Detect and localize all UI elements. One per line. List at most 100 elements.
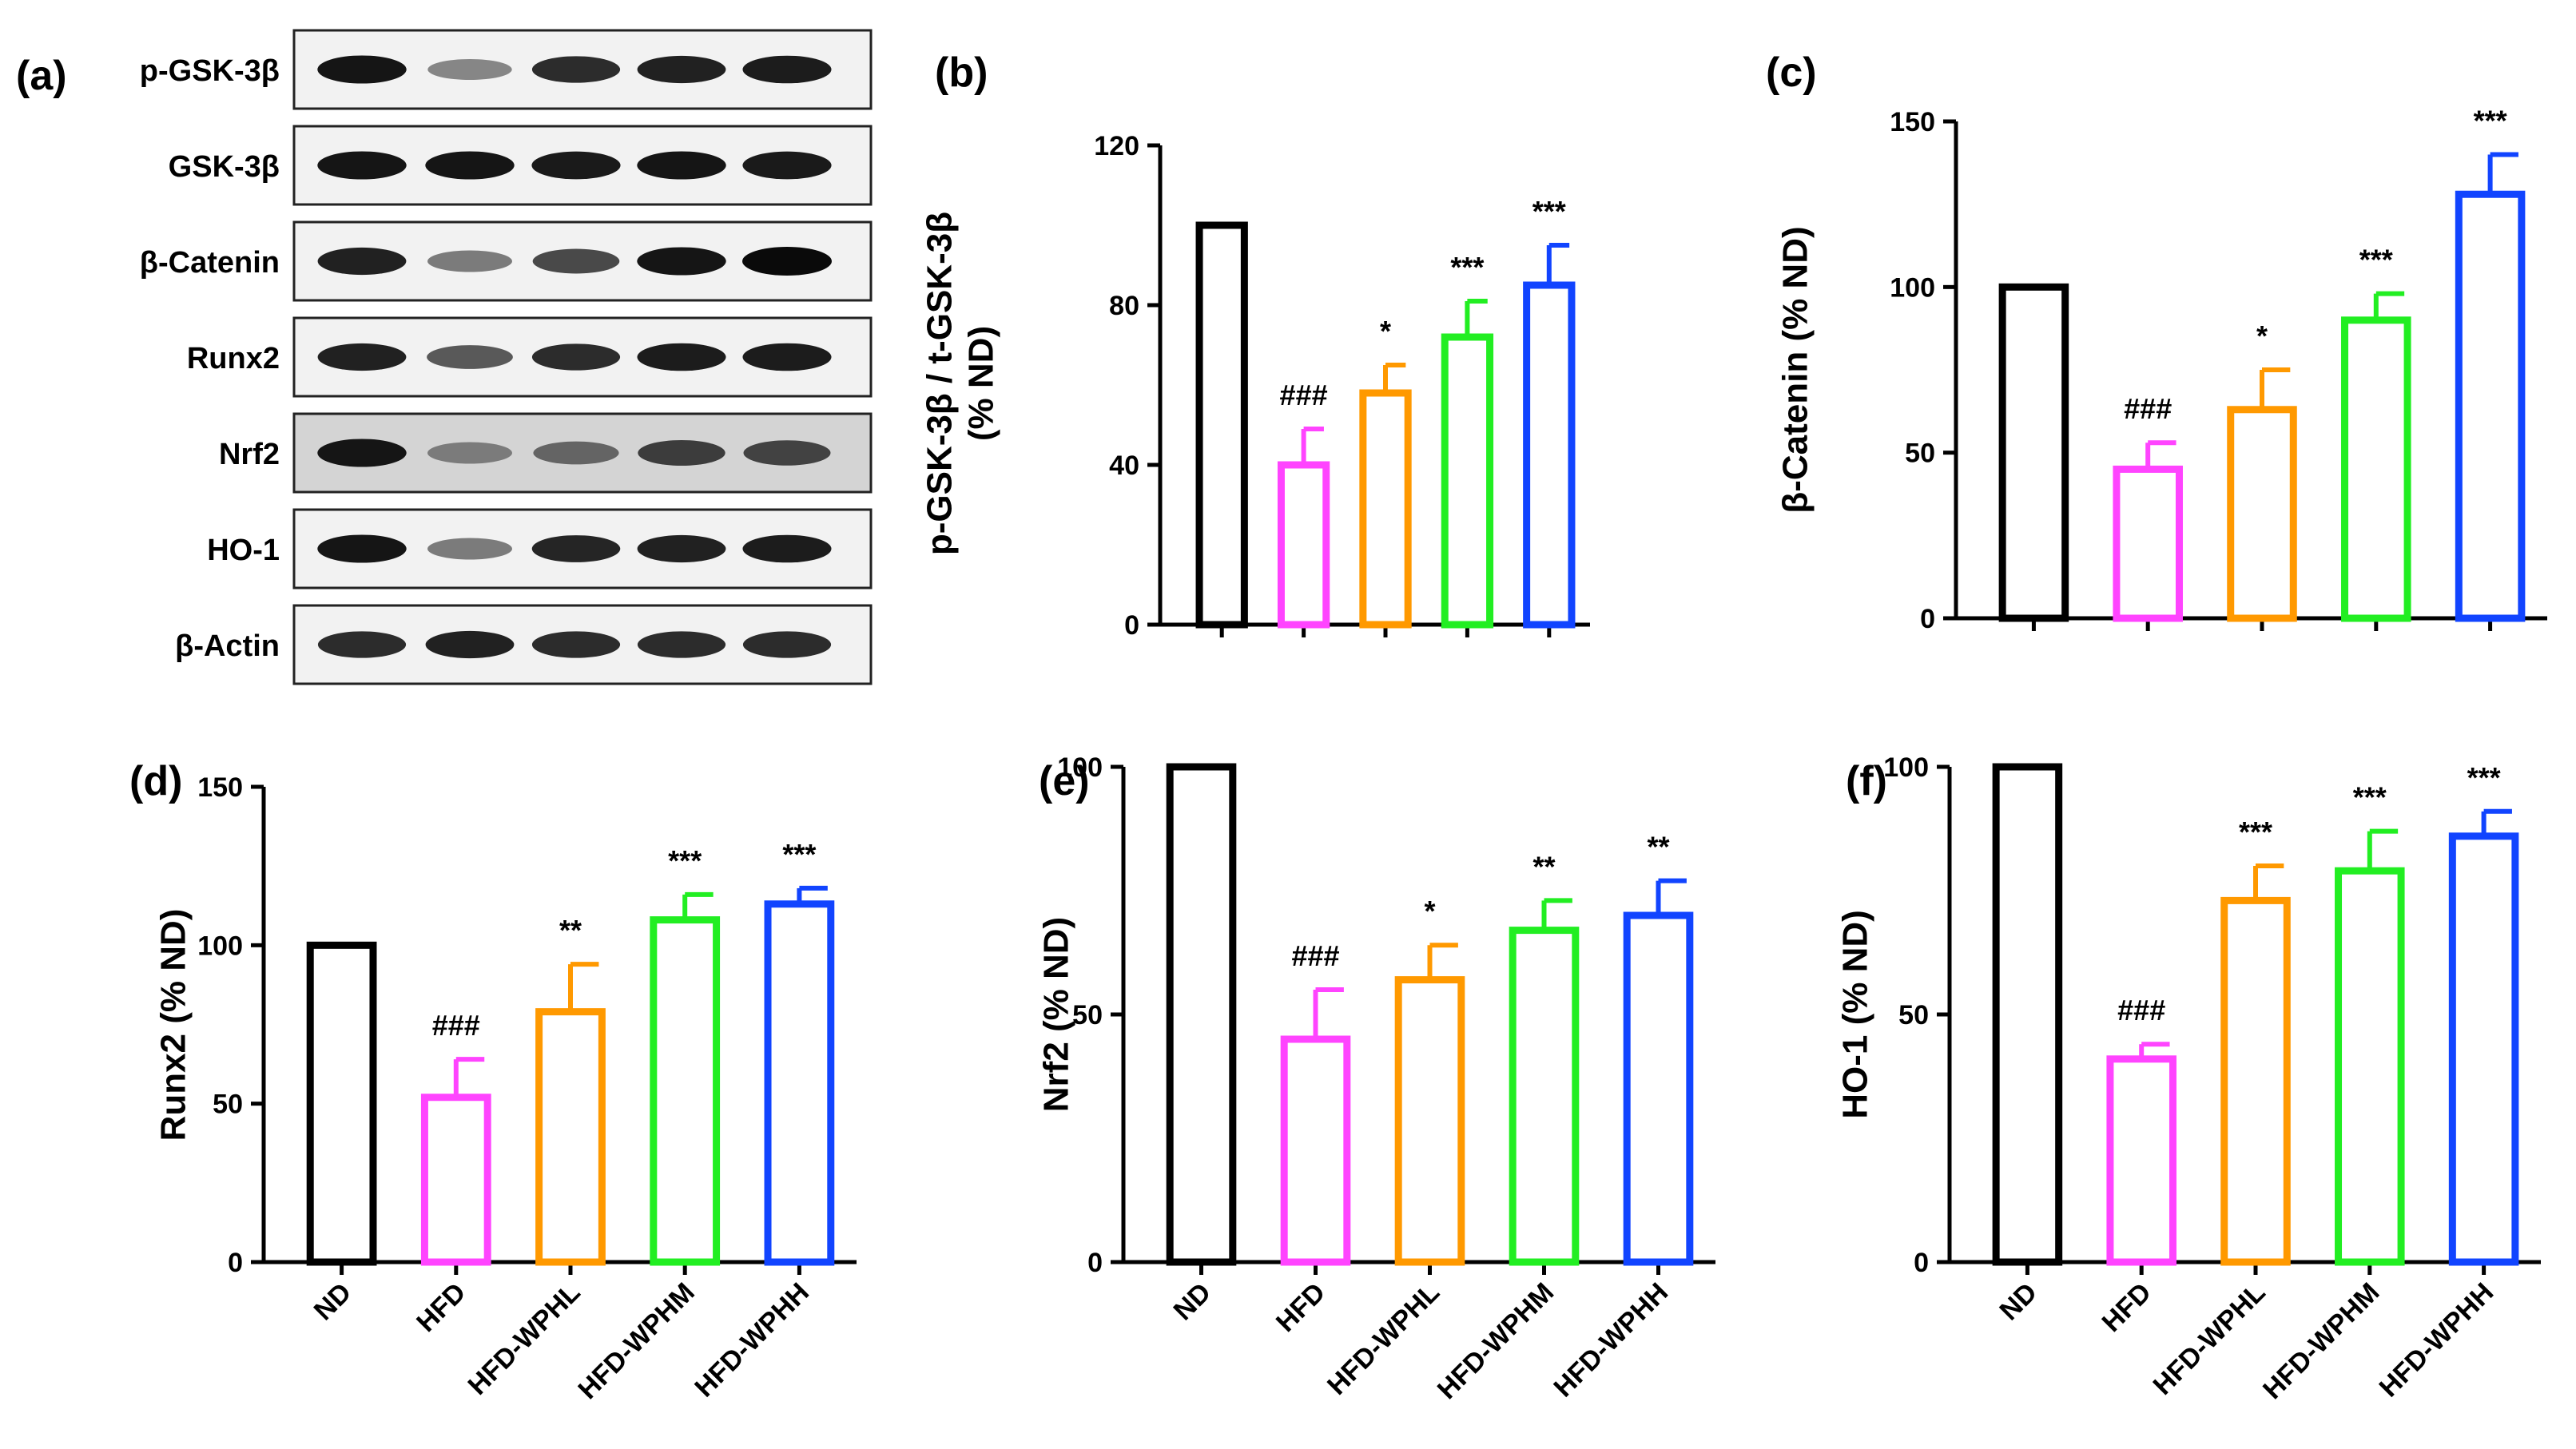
bar-hfd-wphm — [1509, 927, 1580, 1266]
y-tick-label: 0 — [1124, 610, 1139, 641]
y-tick-label: 50 — [213, 1090, 243, 1120]
blot-band — [531, 56, 621, 83]
blot-row-label: HO-1 — [207, 534, 280, 567]
y-axis-label: HO-1 (% ND) — [1836, 910, 1875, 1119]
blot-band — [317, 631, 407, 658]
bar-hfd-wphm — [650, 916, 721, 1266]
blot-band — [637, 247, 726, 276]
significance-label: ### — [2117, 994, 2165, 1026]
blot-band — [533, 441, 619, 465]
bar-hfd-wphm — [2335, 867, 2405, 1266]
significance-label: * — [2256, 320, 2268, 352]
category-label: HFD — [2097, 1277, 2157, 1338]
category-label: HFD-WPHL — [463, 1277, 586, 1401]
significance-label: *** — [2239, 816, 2272, 848]
significance-label: * — [1380, 315, 1391, 347]
blot-band — [637, 151, 726, 180]
bar-hfd-wphm — [2341, 316, 2411, 622]
blot-band — [743, 440, 831, 466]
category-label: HFD-WPHH — [2374, 1277, 2500, 1403]
y-tick-label: 0 — [1914, 1248, 1929, 1278]
bar-nd — [1998, 283, 2069, 622]
blot-band — [425, 151, 515, 180]
bar-hfd-wphl — [2227, 406, 2297, 622]
bar-hfd — [2106, 1055, 2176, 1266]
y-tick-label: 100 — [1890, 272, 1935, 303]
blot-band — [427, 58, 512, 81]
blot-band — [425, 630, 515, 659]
y-tick-label: 150 — [1890, 107, 1935, 137]
significance-label: *** — [1450, 251, 1484, 284]
blot-band — [427, 250, 512, 272]
category-label: HFD-WPHM — [1432, 1277, 1560, 1405]
significance-label: *** — [782, 838, 816, 871]
bar-hfd — [2113, 465, 2183, 622]
category-label: ND — [1168, 1277, 1218, 1327]
bar-hfd-wphl — [1394, 976, 1465, 1266]
bar-hfd-wphl — [535, 1008, 606, 1266]
significance-label: ### — [1280, 379, 1328, 411]
panel-label: (c) — [1766, 50, 1817, 96]
category-label: ND — [1994, 1277, 2043, 1327]
y-tick-label: 50 — [1905, 439, 1935, 469]
significance-label: *** — [1532, 195, 1566, 228]
blot-row-label: β-Actin — [175, 629, 280, 663]
significance-label: *** — [2467, 761, 2501, 794]
blot-band — [317, 534, 407, 563]
y-tick-label: 150 — [197, 772, 243, 803]
category-label: HFD-WPHL — [1322, 1277, 1445, 1401]
panel-label: (e) — [1039, 758, 1090, 804]
category-label: HFD-WPHM — [2257, 1277, 2385, 1405]
category-label: HFD — [411, 1277, 471, 1338]
significance-label: *** — [2353, 781, 2387, 814]
bar-hfd-wphl — [1359, 389, 1412, 629]
category-label: ND — [308, 1277, 358, 1327]
bar-hfd-wphh — [764, 900, 835, 1266]
y-tick-label: 100 — [197, 931, 243, 961]
blot-band — [317, 55, 407, 84]
bar-nd — [1166, 763, 1237, 1266]
y-axis-label: Nrf2 (% ND) — [1037, 917, 1076, 1112]
blot-band — [317, 343, 407, 371]
bar-hfd-wphm — [1441, 333, 1494, 629]
blot-band — [532, 248, 620, 274]
chart-panel-f: (f) HO-1 (% ND) 0 50 100 ND ### HFD *** HFD-WPHL *… — [1836, 752, 2541, 1405]
blot-band — [531, 343, 621, 371]
significance-label: ** — [1532, 850, 1555, 883]
category-label: HFD-WPHH — [1548, 1277, 1674, 1403]
blot-band — [531, 535, 621, 562]
y-tick-label: 80 — [1109, 291, 1139, 321]
significance-label: ** — [1647, 831, 1669, 863]
blot-row-label: Runx2 — [187, 342, 280, 375]
bar-nd — [1992, 763, 2063, 1266]
blot-band — [531, 151, 621, 180]
y-tick-label: 0 — [228, 1248, 243, 1278]
blot-band — [427, 345, 513, 369]
significance-label: *** — [2474, 104, 2507, 137]
bar-nd — [1195, 221, 1248, 629]
panel-label: (f) — [1846, 758, 1887, 804]
bar-hfd-wphh — [1523, 281, 1576, 629]
significance-label: *** — [2359, 244, 2393, 276]
panel-label: (b) — [935, 50, 988, 96]
chart-panel-b: (b) p-GSK-3β / t-GSK-3β (% ND) 0 40 80 120 ### *… — [920, 50, 1590, 641]
blot-band — [317, 151, 407, 180]
bar-hfd-wphh — [1623, 911, 1694, 1266]
bar-hfd — [1277, 461, 1330, 629]
blot-band — [427, 538, 512, 560]
significance-label: *** — [668, 844, 702, 877]
blot-band — [637, 534, 726, 563]
blot-band — [742, 151, 832, 180]
bar-hfd-wphh — [2455, 190, 2526, 622]
blot-band — [742, 55, 832, 84]
category-label: HFD-WPHH — [689, 1277, 815, 1403]
bar-hfd-wphh — [2448, 832, 2519, 1266]
y-tick-label: 50 — [1898, 1000, 1929, 1030]
significance-label: ### — [1291, 939, 1339, 972]
blot-band — [638, 439, 725, 466]
y-axis-label: Runx2 (% ND) — [154, 909, 193, 1141]
blot-band — [742, 343, 832, 371]
bar-hfd-wphl — [2220, 896, 2291, 1266]
significance-label: ### — [2124, 392, 2172, 425]
